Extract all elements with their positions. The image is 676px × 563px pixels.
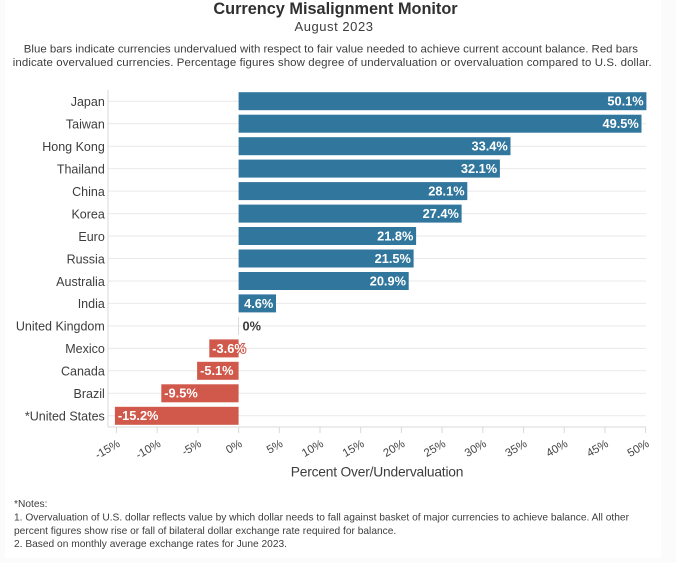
svg-text:33.4%: 33.4% bbox=[472, 139, 509, 154]
svg-text:49.5%: 49.5% bbox=[603, 116, 640, 131]
svg-text:Brazil: Brazil bbox=[74, 387, 105, 401]
svg-text:percent figures show rise or f: percent figures show rise or fall of bil… bbox=[14, 526, 396, 537]
svg-text:21.8%: 21.8% bbox=[377, 228, 414, 243]
svg-text:indicate overvalued currencies: indicate overvalued currencies. Percenta… bbox=[13, 57, 652, 69]
svg-text:0%: 0% bbox=[243, 318, 262, 333]
svg-text:August 2023: August 2023 bbox=[294, 19, 373, 34]
svg-text:-15.2%: -15.2% bbox=[118, 408, 159, 423]
svg-text:32.1%: 32.1% bbox=[461, 161, 498, 176]
svg-text:50.1%: 50.1% bbox=[607, 94, 644, 109]
svg-text:Hong Kong: Hong Kong bbox=[42, 140, 105, 154]
svg-text:India: India bbox=[78, 297, 105, 311]
svg-text:Australia: Australia bbox=[56, 275, 105, 289]
svg-text:Korea: Korea bbox=[71, 207, 104, 221]
svg-text:28.1%: 28.1% bbox=[428, 184, 465, 199]
svg-text:4.6%: 4.6% bbox=[244, 296, 274, 311]
svg-text:Percent Over/Undervaluation: Percent Over/Undervaluation bbox=[291, 465, 464, 480]
svg-text:Blue bars indicate currencies: Blue bars indicate currencies undervalue… bbox=[24, 43, 638, 55]
svg-text:Mexico: Mexico bbox=[65, 342, 105, 356]
svg-text:1. Overvaluation of U.S. dolla: 1. Overvaluation of U.S. dollar reflects… bbox=[14, 513, 630, 524]
svg-text:-5.1%: -5.1% bbox=[200, 363, 234, 378]
svg-text:China: China bbox=[72, 185, 105, 199]
svg-text:20.9%: 20.9% bbox=[370, 273, 407, 288]
svg-text:*Notes:: *Notes: bbox=[14, 499, 47, 510]
svg-text:21.5%: 21.5% bbox=[375, 251, 412, 266]
svg-text:Thailand: Thailand bbox=[57, 162, 105, 176]
svg-text:Japan: Japan bbox=[71, 95, 105, 109]
svg-text:United Kingdom: United Kingdom bbox=[16, 320, 105, 334]
svg-text:2. Based on monthly average ex: 2. Based on monthly average exchange rat… bbox=[14, 539, 287, 550]
svg-text:Currency Misalignment Monitor: Currency Misalignment Monitor bbox=[213, 0, 458, 18]
svg-text:Euro: Euro bbox=[78, 230, 104, 244]
svg-text:-3.6%: -3.6% bbox=[212, 341, 246, 356]
svg-text:Taiwan: Taiwan bbox=[66, 118, 105, 132]
svg-text:Canada: Canada bbox=[61, 365, 105, 379]
svg-text:Russia: Russia bbox=[67, 252, 105, 266]
svg-text:-9.5%: -9.5% bbox=[164, 386, 198, 401]
svg-text:*United States: *United States bbox=[25, 410, 105, 424]
svg-text:27.4%: 27.4% bbox=[423, 206, 460, 221]
